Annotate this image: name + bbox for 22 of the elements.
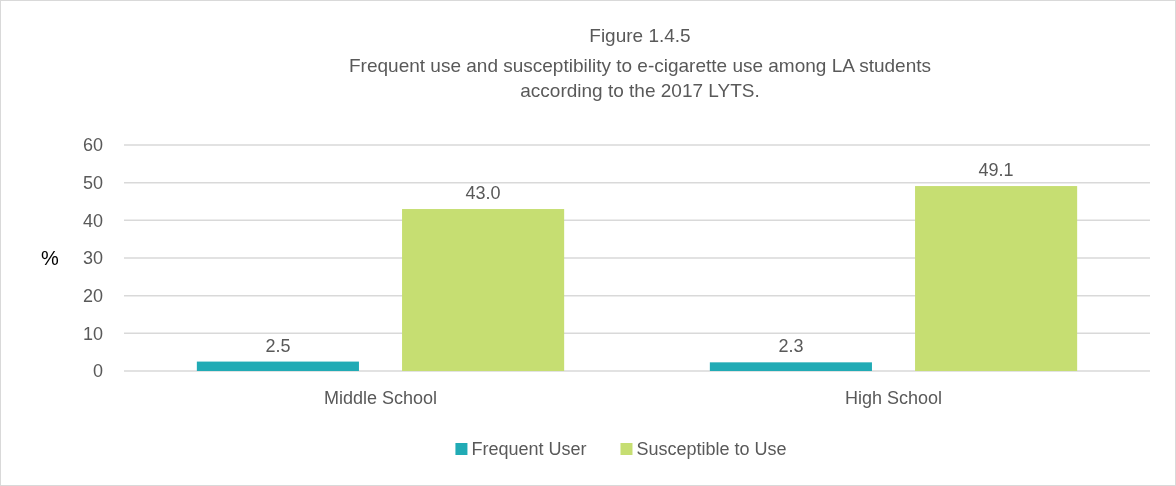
legend-label: Frequent User: [471, 439, 587, 460]
y-tick-label: 10: [82, 323, 103, 344]
x-tick-label: Middle School: [323, 388, 438, 408]
y-tick-label: 20: [82, 285, 103, 306]
data-label: 2.5: [265, 335, 291, 356]
chart-subtitle: Frequent use and susceptibility to e-cigarette use among LA students according to the 2017 LYTS.: [349, 55, 931, 101]
legend-label: Susceptible to Use: [636, 439, 787, 460]
data-label: 43.0: [465, 183, 501, 204]
chart-title: Figure 1.4.5: [589, 25, 691, 46]
y-tick-label: 50: [82, 172, 103, 193]
y-axis-title: %: [41, 247, 60, 269]
data-label: 49.1: [978, 160, 1014, 181]
y-tick-label: 40: [82, 210, 103, 231]
y-tick-label: 60: [82, 135, 103, 156]
x-tick-label: High School: [844, 388, 943, 408]
data-label: 2.3: [778, 336, 804, 357]
bar: [402, 209, 565, 371]
bar: [196, 361, 359, 371]
bar: [709, 362, 872, 371]
y-tick-label: 0: [92, 361, 103, 382]
y-tick-label: 30: [82, 248, 103, 269]
bar: [915, 186, 1078, 371]
